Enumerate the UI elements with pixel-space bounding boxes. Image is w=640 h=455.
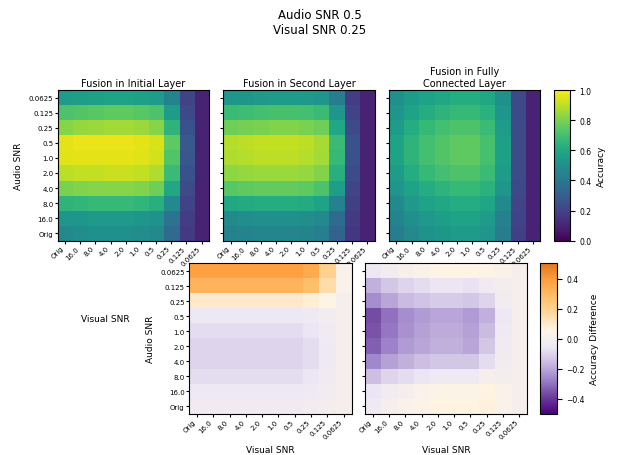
- Y-axis label: Accuracy Difference: Accuracy Difference: [590, 293, 600, 384]
- Y-axis label: Audio SNR: Audio SNR: [14, 142, 24, 190]
- Y-axis label: Accuracy: Accuracy: [597, 146, 606, 187]
- X-axis label: Visual SNR: Visual SNR: [246, 445, 294, 454]
- Title: Fusion in Initial Layer: Fusion in Initial Layer: [81, 79, 186, 89]
- Title: Fusion in Fully
Connected Layer: Fusion in Fully Connected Layer: [423, 67, 506, 89]
- Text: Visual SNR: Visual SNR: [81, 314, 130, 323]
- Text: Audio SNR 0.5
Visual SNR 0.25: Audio SNR 0.5 Visual SNR 0.25: [273, 9, 367, 37]
- X-axis label: Visual SNR: Visual SNR: [422, 445, 470, 454]
- Y-axis label: Audio SNR: Audio SNR: [145, 315, 155, 363]
- Title: Fusion in Second Layer: Fusion in Second Layer: [243, 79, 355, 89]
